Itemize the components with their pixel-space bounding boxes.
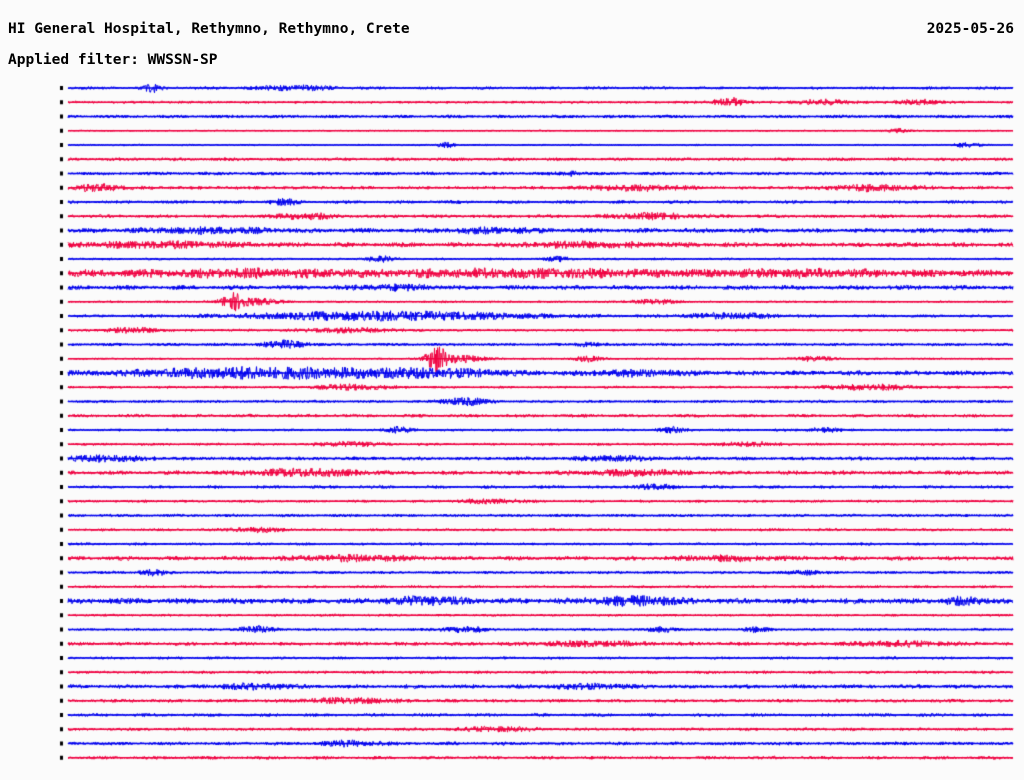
helicorder-plot [0, 78, 1024, 772]
record-date: 2025-05-26 [926, 21, 1014, 37]
page-title: HI General Hospital, Rethymno, Rethymno,… [8, 21, 410, 37]
applied-filter-label: Applied filter: WWSSN-SP [8, 52, 218, 68]
seismogram-traces [0, 78, 1024, 772]
